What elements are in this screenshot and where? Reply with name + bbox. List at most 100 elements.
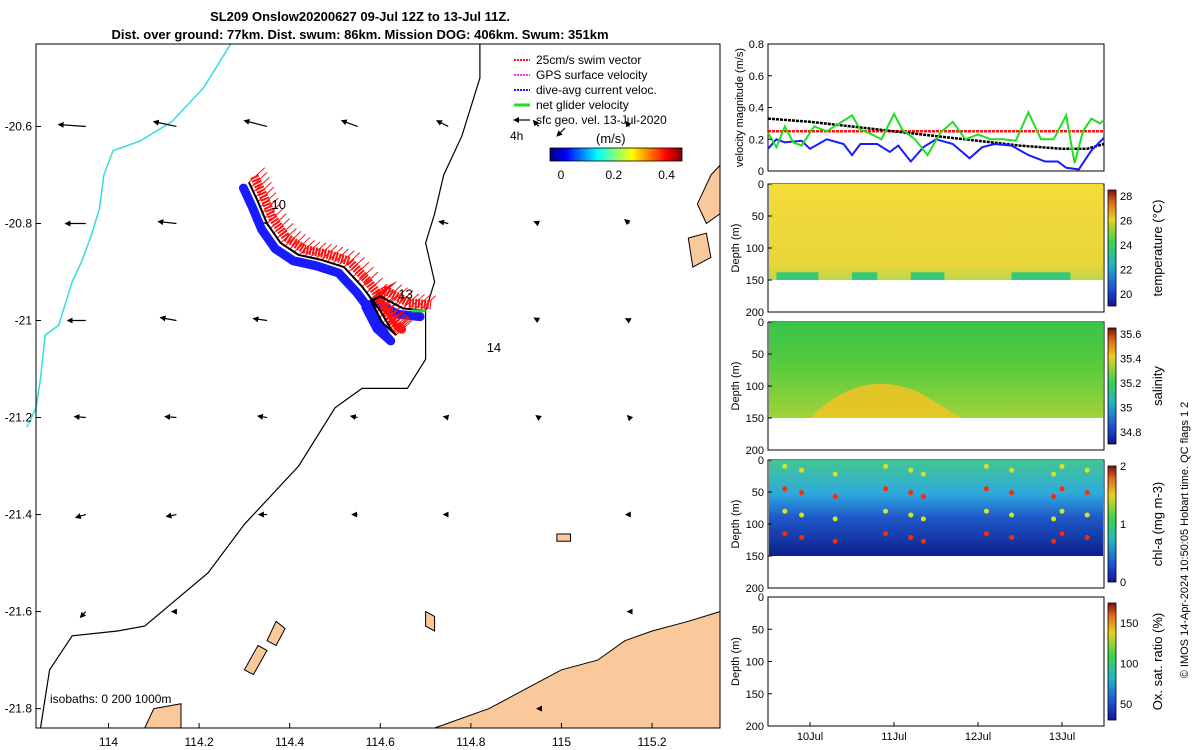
section-ytick-label: 200 [746, 721, 764, 733]
swim-vector [352, 261, 370, 278]
map-colorbar-tick-label: 0.4 [658, 168, 675, 182]
salinity-lens [810, 383, 962, 418]
section-data-field [769, 460, 1103, 556]
map-xtick-label: 115 [552, 735, 571, 749]
swim-vector [413, 294, 431, 310]
colorbar-label: temperature (°C) [1150, 200, 1165, 297]
chl-a-sample-dot [883, 463, 889, 469]
legend-label: GPS surface velocity [536, 68, 647, 82]
section-ytick-label: 200 [746, 445, 764, 457]
geo-velocity-arrow [157, 219, 177, 226]
swim-vector [257, 186, 275, 203]
colorbar-tick-label: 35.2 [1120, 378, 1141, 390]
geo-velocity-arrow [438, 219, 449, 226]
swim-vector [395, 320, 413, 336]
map-colorbar [549, 147, 683, 162]
swim-vector [373, 291, 391, 307]
island [696, 164, 721, 225]
swim-vector [385, 284, 403, 300]
section-ytick-label: 0 [758, 455, 764, 467]
geo-velocity-arrow [73, 413, 86, 420]
isobath-200m [39, 44, 481, 729]
chart-title-line-2: Dist. over ground: 77km. Dist. swum: 86k… [111, 27, 609, 42]
map-colorbar-tick-label: 0 [558, 168, 565, 182]
section-ytick-label: 50 [752, 487, 764, 499]
swim-vector [388, 314, 406, 330]
velocity-ytick-label: 0.8 [749, 39, 764, 51]
chl-a-sample-dot [883, 508, 889, 514]
chl-a-sample-dot [782, 463, 788, 469]
geo-velocity-arrow [159, 315, 177, 322]
chl-a-sample-dot [1009, 490, 1015, 496]
geo-velocity-arrow [435, 120, 449, 128]
swim-vector [253, 177, 270, 193]
colorbar-tick-label: 22 [1120, 264, 1132, 276]
geo-velocity-arrow [625, 120, 632, 128]
legend-label: dive-avg current veloc. [536, 83, 657, 97]
map-xtick-label: 115.2 [637, 735, 666, 749]
chl-a-sample-dot [1059, 463, 1065, 469]
colorbar-tick-label: 34.8 [1120, 427, 1141, 439]
swim-vector [255, 181, 272, 198]
geo-velocity-arrow [164, 413, 177, 420]
map-xtick-label: 114.2 [185, 735, 214, 749]
chl-a-sample-dot [1084, 490, 1090, 496]
section-colorbar [1107, 465, 1117, 583]
section-ylabel: Depth (m) [730, 500, 742, 549]
velocity-ytick-label: 0.4 [749, 103, 764, 115]
chl-a-sample-dot [799, 467, 805, 473]
swim-vector [309, 242, 327, 258]
chl-a-sample-dot [1051, 493, 1057, 499]
swim-vector [385, 305, 403, 321]
swim-vector [379, 281, 397, 297]
swim-vector [315, 243, 332, 260]
time-xtick-label: 10Jul [797, 731, 823, 743]
chart-title-line-1: SL209 Onslow20200627 09-Jul 12Z to 13-Ju… [210, 9, 510, 24]
chl-a-sample-dot [908, 490, 914, 496]
colorbar-tick-label: 24 [1120, 240, 1132, 252]
swim-vector [332, 248, 349, 264]
chl-a-sample-dot [883, 486, 889, 492]
swim-vector [264, 203, 281, 219]
swim-vector [366, 277, 383, 293]
map-frame [35, 43, 721, 729]
geo-velocity-arrow [256, 413, 268, 420]
geo-velocity-arrow [535, 415, 542, 421]
map-ytick-label: -21.4 [5, 508, 33, 522]
velocity-ytick-label: 0 [758, 166, 764, 178]
section-ytick-label: 100 [746, 243, 764, 255]
day-annotation: 13 [398, 287, 412, 302]
geo-velocity-arrow [152, 119, 177, 128]
chl-a-sample-dot [832, 516, 838, 522]
time-xtick-label: 13Jul [1049, 731, 1075, 743]
map-ytick-label: -21.6 [5, 605, 33, 619]
velocity-panel-frame [767, 43, 1105, 172]
geo-velocity-arrow [165, 512, 177, 519]
swim-vector [304, 241, 321, 257]
section-ytick-label: 0 [758, 179, 764, 191]
map-colorbar-label: (m/s) [596, 131, 626, 146]
swim-vector [402, 293, 420, 309]
geo-velocity-arrow [74, 513, 86, 519]
chl-a-sample-dot [908, 467, 914, 473]
section-ytick-label: 200 [746, 583, 764, 595]
section-ylabel: Depth (m) [730, 362, 742, 411]
swim-vector [393, 317, 411, 334]
chl-a-sample-dot [832, 471, 838, 477]
colorbar-tick-label: 35.6 [1120, 329, 1141, 341]
cold-bottom-patch [1011, 272, 1071, 280]
chl-a-sample-dot [1009, 512, 1015, 518]
map-xtick-label: 114.6 [366, 735, 395, 749]
colorbar-tick-label: 150 [1120, 618, 1138, 630]
swim-vector [394, 318, 412, 335]
velocity-series-line [767, 117, 1105, 151]
swim-vector [248, 167, 266, 183]
geo-velocity-arrow [533, 220, 541, 227]
chl-a-sample-dot [799, 512, 805, 518]
swim-vector [262, 197, 279, 213]
section-ytick-label: 200 [746, 307, 764, 319]
chl-a-sample-dot [1051, 516, 1057, 522]
section-ytick-label: 50 [752, 211, 764, 223]
geo-velocity-arrow [624, 318, 632, 324]
